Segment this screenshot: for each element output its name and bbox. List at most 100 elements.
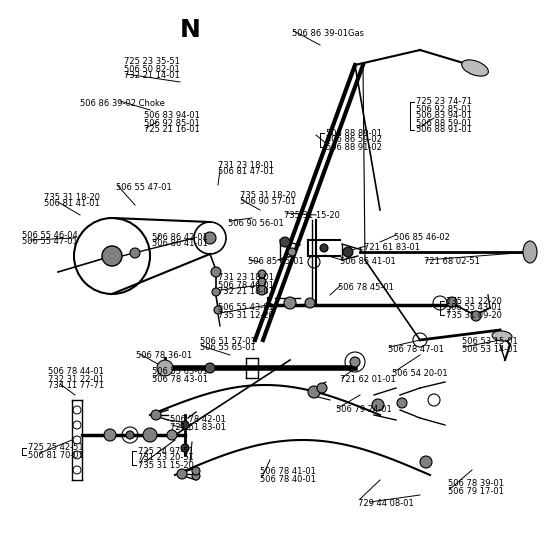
Text: 721 61 83-01: 721 61 83-01 <box>170 422 226 432</box>
Text: 506 90 57-01: 506 90 57-01 <box>240 198 296 207</box>
Text: 506 78 43-01: 506 78 43-01 <box>152 375 208 384</box>
Text: 506 78 36-01: 506 78 36-01 <box>136 352 192 361</box>
Text: 506 78 41-01: 506 78 41-01 <box>260 468 316 477</box>
Text: 725 25 42-51: 725 25 42-51 <box>28 444 83 452</box>
Circle shape <box>211 267 221 277</box>
Circle shape <box>284 297 296 309</box>
Text: 506 88 59-01: 506 88 59-01 <box>416 119 472 128</box>
Text: 506 51 57-01: 506 51 57-01 <box>200 337 256 346</box>
Text: 729 44 08-01: 729 44 08-01 <box>358 498 414 507</box>
Text: 721 62 01-01: 721 62 01-01 <box>340 376 396 385</box>
Circle shape <box>420 456 432 468</box>
Circle shape <box>471 311 481 321</box>
Text: 506 81 41-01: 506 81 41-01 <box>44 199 100 208</box>
Text: 506 78 40-01: 506 78 40-01 <box>260 474 316 483</box>
Text: 506 86 41-01: 506 86 41-01 <box>152 240 208 249</box>
Text: 506 86 59-02: 506 86 59-02 <box>326 136 382 144</box>
Circle shape <box>258 278 266 286</box>
Circle shape <box>181 421 189 429</box>
Circle shape <box>308 386 320 398</box>
Text: 506 78 47-01: 506 78 47-01 <box>388 344 444 353</box>
Text: 735 31 15-20: 735 31 15-20 <box>284 211 340 220</box>
Circle shape <box>320 244 328 252</box>
Text: 506 55 65-01: 506 55 65-01 <box>152 367 208 376</box>
Text: 735 31 18-20: 735 31 18-20 <box>44 193 100 202</box>
Circle shape <box>350 357 360 367</box>
Text: 506 85 45-01: 506 85 45-01 <box>248 258 304 267</box>
Text: 506 79 17-01: 506 79 17-01 <box>448 487 504 496</box>
Circle shape <box>130 248 140 258</box>
Circle shape <box>317 383 327 393</box>
Text: 506 55 43-01: 506 55 43-01 <box>446 304 502 312</box>
Circle shape <box>280 237 290 247</box>
Text: 506 54 20-01: 506 54 20-01 <box>392 370 447 379</box>
Text: 721 68 02-51: 721 68 02-51 <box>424 258 480 267</box>
Text: 725 23 74-71: 725 23 74-71 <box>416 97 472 106</box>
Text: 506 55 65-01: 506 55 65-01 <box>200 343 256 352</box>
Text: 506 55 47-01: 506 55 47-01 <box>22 237 78 246</box>
Circle shape <box>157 360 173 376</box>
Circle shape <box>205 363 215 373</box>
Circle shape <box>257 285 267 295</box>
Circle shape <box>181 444 189 452</box>
Text: N: N <box>180 18 200 42</box>
Text: 506 78 46-01: 506 78 46-01 <box>218 281 274 290</box>
Text: 725 24 97-51: 725 24 97-51 <box>138 446 194 455</box>
Text: 506 55 47-01: 506 55 47-01 <box>116 184 172 193</box>
Text: 506 85 41-01: 506 85 41-01 <box>340 258 396 267</box>
Text: 735 31 09-20: 735 31 09-20 <box>446 310 502 320</box>
Text: 506 53 14-01: 506 53 14-01 <box>462 344 518 353</box>
Text: 506 83 94-01: 506 83 94-01 <box>416 111 472 120</box>
Text: 735 31 12-20: 735 31 12-20 <box>218 310 274 320</box>
Circle shape <box>167 430 177 440</box>
Text: 725 23 35-51: 725 23 35-51 <box>124 58 180 67</box>
Text: 731 23 18-01: 731 23 18-01 <box>218 273 274 282</box>
Text: 506 55 46-04: 506 55 46-04 <box>22 231 78 240</box>
Text: 506 78 39-01: 506 78 39-01 <box>448 479 504 488</box>
Circle shape <box>104 429 116 441</box>
Circle shape <box>372 399 384 411</box>
Text: 506 50 82-01: 506 50 82-01 <box>124 64 180 73</box>
Text: 506 81 47-01: 506 81 47-01 <box>218 167 274 176</box>
Circle shape <box>151 410 161 420</box>
Text: 731 23 20-51: 731 23 20-51 <box>138 454 194 463</box>
Text: 506 55 43-01: 506 55 43-01 <box>218 304 274 312</box>
Ellipse shape <box>523 241 537 263</box>
Text: 506 78 42-01: 506 78 42-01 <box>170 416 226 424</box>
Ellipse shape <box>461 60 488 76</box>
Circle shape <box>447 297 457 307</box>
Text: 735 31 22-20: 735 31 22-20 <box>446 296 502 306</box>
Text: 506 86 39-01Gas: 506 86 39-01Gas <box>292 29 364 38</box>
Circle shape <box>102 246 122 266</box>
Circle shape <box>204 232 216 244</box>
Text: 732 21 14-01: 732 21 14-01 <box>124 72 180 81</box>
Text: 506 86 39-02 Choke: 506 86 39-02 Choke <box>80 99 165 108</box>
Text: 506 90 56-01: 506 90 56-01 <box>228 218 284 227</box>
Text: 731 23 18-01: 731 23 18-01 <box>218 161 274 170</box>
Text: 506 83 94-01: 506 83 94-01 <box>144 111 200 120</box>
Text: 732 21 18-01: 732 21 18-01 <box>218 287 274 296</box>
Circle shape <box>258 270 266 278</box>
Circle shape <box>143 428 157 442</box>
Text: 506 85 46-02: 506 85 46-02 <box>394 232 450 241</box>
Text: 506 88 91-01: 506 88 91-01 <box>416 125 472 134</box>
Circle shape <box>192 472 200 480</box>
Text: 721 61 83-01: 721 61 83-01 <box>364 244 420 253</box>
Circle shape <box>397 398 407 408</box>
Text: 506 86 42-01: 506 86 42-01 <box>152 232 208 241</box>
Text: 506 78 44-01: 506 78 44-01 <box>48 367 104 376</box>
Text: 506 79 24-01: 506 79 24-01 <box>336 405 392 414</box>
Text: 506 92 85-01: 506 92 85-01 <box>144 119 200 128</box>
Text: 732 31 22-01: 732 31 22-01 <box>48 375 104 384</box>
Circle shape <box>177 469 187 479</box>
Text: 506 78 45-01: 506 78 45-01 <box>338 283 394 292</box>
Circle shape <box>192 467 200 475</box>
Text: 725 21 16-01: 725 21 16-01 <box>144 125 200 134</box>
Text: 734 11 77-71: 734 11 77-71 <box>48 381 104 390</box>
Ellipse shape <box>492 331 512 341</box>
Text: 735 31 15-20: 735 31 15-20 <box>138 460 194 469</box>
Text: 506 88 89-01: 506 88 89-01 <box>326 128 382 138</box>
Text: 506 92 85-01: 506 92 85-01 <box>416 105 472 114</box>
Circle shape <box>214 306 222 314</box>
Circle shape <box>126 431 134 439</box>
